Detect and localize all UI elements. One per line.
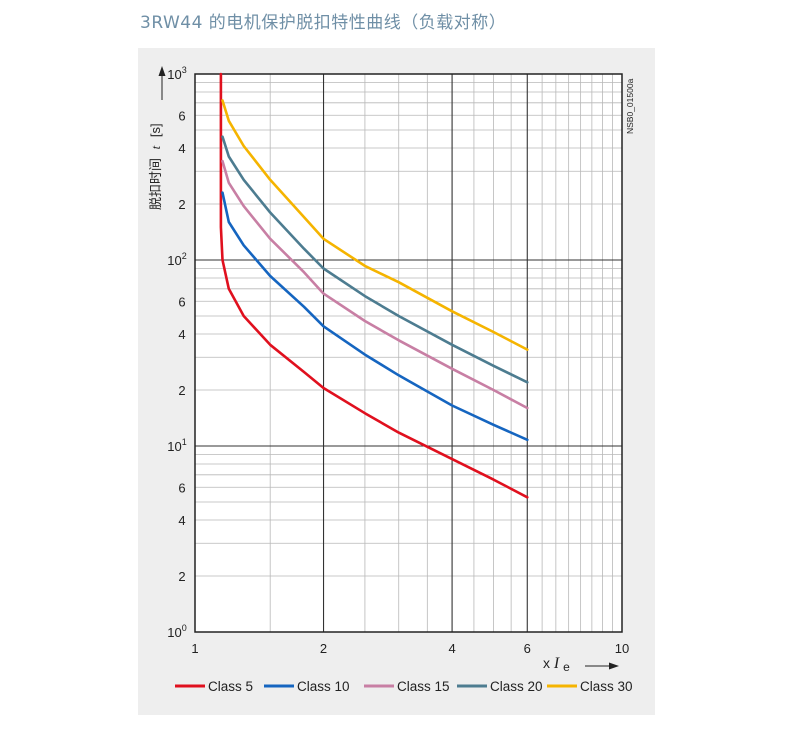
x-tick-label: 6 xyxy=(524,641,531,656)
x-axis-label: x I e xyxy=(543,655,570,674)
y-axis-label: 脱扣时间 t [s] xyxy=(148,123,163,210)
y-tick-label: 101 xyxy=(167,437,186,454)
legend-item: Class 15 xyxy=(364,679,450,694)
y-tick-base: 10 xyxy=(167,253,181,268)
y-axis-label-text: 脱扣时间 xyxy=(148,158,163,210)
x-tick-label: 10 xyxy=(615,641,629,656)
y-tick-label: 102 xyxy=(167,251,186,268)
legend-label: Class 10 xyxy=(297,679,350,694)
y-tick-base: 4 xyxy=(178,513,185,528)
y-tick-base: 6 xyxy=(178,108,185,123)
x-tick-label: 2 xyxy=(320,641,327,656)
legend-label: Class 30 xyxy=(580,679,633,694)
y-tick-label: 100 xyxy=(167,623,186,640)
y-axis-label-unit: [s] xyxy=(148,123,163,137)
page-title: 3RW44 的电机保护脱扣特性曲线（负载对称） xyxy=(140,13,507,33)
legend-label: Class 15 xyxy=(397,679,450,694)
x-tick-label: 4 xyxy=(448,641,455,656)
curve-class-15 xyxy=(221,159,529,410)
curve-class-10 xyxy=(221,191,529,442)
curves xyxy=(219,72,529,499)
y-tick-base: 4 xyxy=(178,327,185,342)
curve-class-20 xyxy=(221,135,529,384)
y-tick-base: 6 xyxy=(178,480,185,495)
y-tick-base: 6 xyxy=(178,294,185,309)
drawing-code: NSB0_01500a xyxy=(625,78,635,134)
major-grid xyxy=(195,74,622,632)
x-axis-label-var: I xyxy=(553,655,560,672)
y-tick-base: 10 xyxy=(167,67,181,82)
x-axis-label-sub: e xyxy=(563,660,570,674)
y-tick-label: 6 xyxy=(178,480,185,495)
y-tick-label: 4 xyxy=(178,513,185,528)
legend: Class 5 Class 10 Class 15 Class 20 Class 30 xyxy=(175,679,633,694)
y-tick-exponent: 1 xyxy=(182,437,187,447)
legend-item: Class 20 xyxy=(457,679,543,694)
y-tick-label: 6 xyxy=(178,108,185,123)
legend-item: Class 30 xyxy=(547,679,633,694)
curve-class-30 xyxy=(221,99,529,351)
y-tick-exponent: 3 xyxy=(182,65,187,75)
y-tick-label: 2 xyxy=(178,569,185,584)
y-tick-base: 2 xyxy=(178,197,185,212)
svg-text:脱扣时间 t [s]: 脱扣时间 t [s] xyxy=(148,123,163,210)
y-tick-base: 2 xyxy=(178,383,185,398)
x-tick-labels: 1 2 4 6 10 xyxy=(191,641,629,656)
legend-item: Class 10 xyxy=(264,679,350,694)
legend-label: Class 20 xyxy=(490,679,543,694)
y-tick-base: 10 xyxy=(167,625,181,640)
x-tick-label: 1 xyxy=(191,641,198,656)
x-axis-label-prefix: x xyxy=(543,655,550,671)
legend-item: Class 5 xyxy=(175,679,253,694)
y-tick-label: 2 xyxy=(178,197,185,212)
y-tick-base: 2 xyxy=(178,569,185,584)
y-tick-exponent: 2 xyxy=(182,251,187,261)
legend-label: Class 5 xyxy=(208,679,253,694)
plot-frame xyxy=(194,73,623,633)
x-axis-arrow xyxy=(585,662,619,670)
y-tick-exponent: 0 xyxy=(182,623,187,633)
y-tick-label: 4 xyxy=(178,327,185,342)
y-axis-arrow xyxy=(158,66,166,100)
curve-class-5 xyxy=(219,72,529,499)
y-tick-label: 6 xyxy=(178,294,185,309)
y-tick-label: 103 xyxy=(167,65,186,82)
minor-grid xyxy=(195,74,622,632)
y-tick-label: 2 xyxy=(178,383,185,398)
y-tick-base: 10 xyxy=(167,439,181,454)
plot-area xyxy=(195,74,622,632)
y-axis-label-var: t xyxy=(148,145,163,149)
y-tick-base: 4 xyxy=(178,141,185,156)
y-tick-label: 4 xyxy=(178,141,185,156)
